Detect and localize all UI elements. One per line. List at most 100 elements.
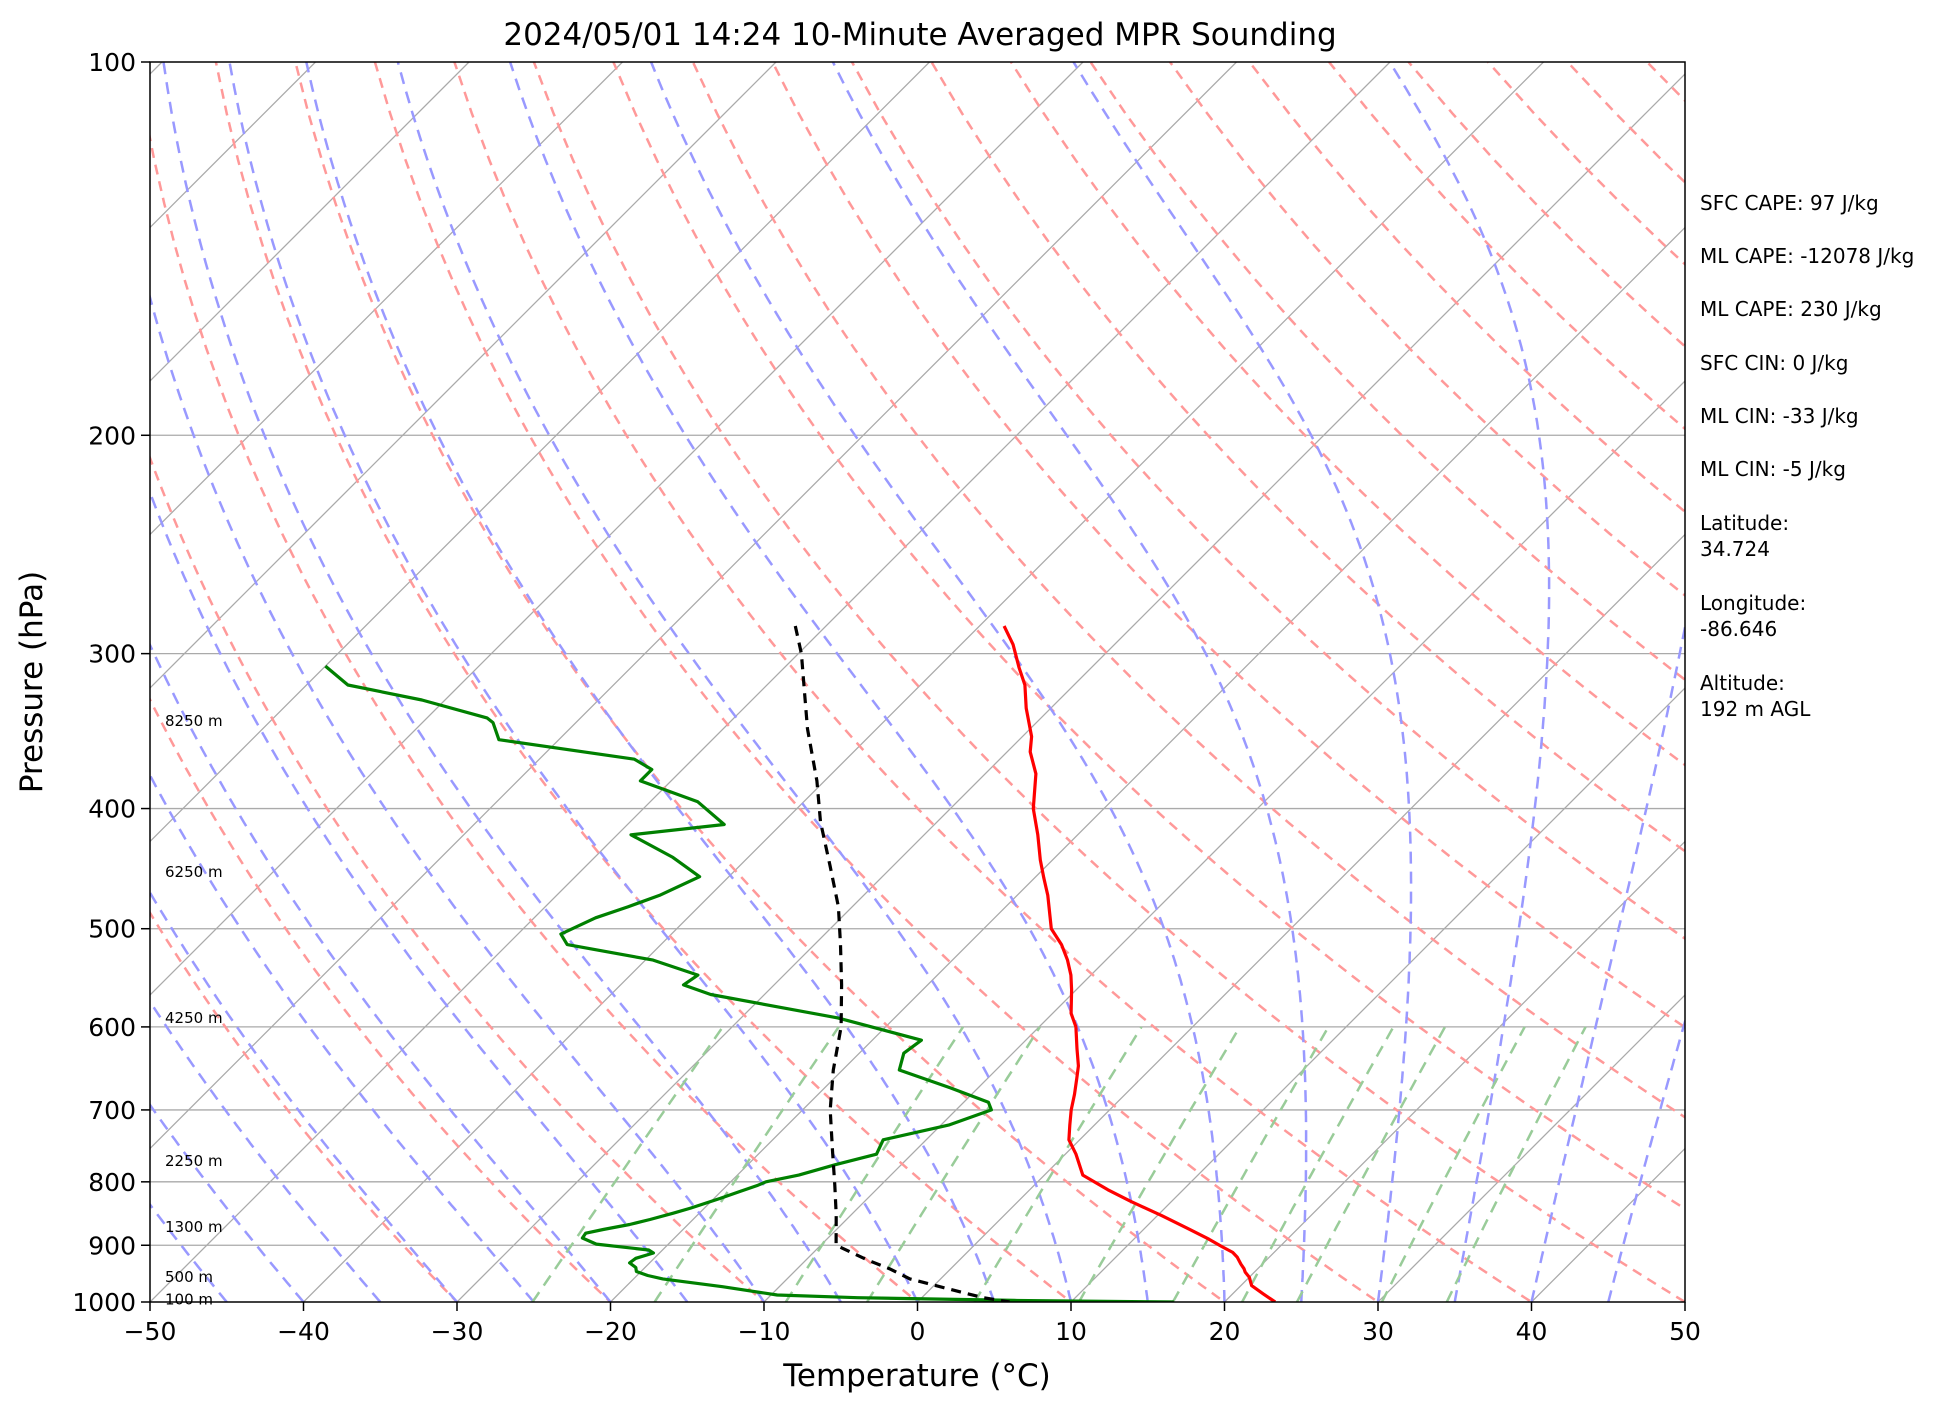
moist-adiabat-line <box>162 62 842 1302</box>
dry-adiabat-line <box>150 454 766 1302</box>
moist-adiabat-line <box>228 62 919 1302</box>
y-tick-label: 200 <box>88 421 136 450</box>
mixing-ratio-line <box>1295 1026 1447 1302</box>
x-tick-label: 20 <box>1209 1317 1241 1346</box>
y-tick-label: 100 <box>88 48 136 77</box>
moist-adiabat-line <box>1072 62 1413 1302</box>
stat-altitude: Altitude: 192 m AGL <box>1700 671 1811 721</box>
moist-adiabat-line <box>1530 620 1685 1302</box>
isotherm-line <box>150 62 777 689</box>
moist-adiabat-line <box>150 999 382 1302</box>
y-tick-label: 1000 <box>72 1288 136 1317</box>
height-label: 500 m <box>165 1268 213 1286</box>
dry-adiabat-line <box>373 62 1381 1302</box>
dry-adiabat-line <box>150 696 613 1302</box>
dry-adiabat-line <box>532 62 1685 1302</box>
dewpoint-line <box>324 664 1174 1302</box>
isotherm-line <box>609 226 1685 1302</box>
plot-frame <box>149 61 1686 1303</box>
isotherm-line <box>150 62 1084 996</box>
x-tick-label: −20 <box>584 1317 637 1346</box>
height-label: 8250 m <box>165 712 223 730</box>
mixing-ratio-line <box>866 1026 1041 1302</box>
moist-adiabat-line <box>1388 62 1551 1302</box>
stat-ml-cin: ML CIN: -33 J/kg <box>1700 404 1859 428</box>
mixing-ratio-line <box>653 1026 840 1302</box>
chart-title: 2024/05/01 14:24 10-Minute Averaged MPR … <box>503 17 1336 53</box>
x-tick-label: 10 <box>1055 1317 1087 1346</box>
isotherm-line <box>150 62 623 536</box>
stat-sfc-cin: SFC CIN: 0 J/kg <box>1700 351 1849 375</box>
y-axis: 100 200 300 400 500 600 700 800 900 1000 <box>72 48 150 1317</box>
dry-adiabat-line <box>691 62 1685 1119</box>
height-labels: 8250 m 6250 m 4250 m 2250 m 1300 m 500 m 100 m <box>165 712 223 1308</box>
moist-adiabat-line <box>649 62 1226 1302</box>
y-tick-label: 500 <box>88 915 136 944</box>
dry-adiabat-line <box>612 62 1685 1211</box>
stat-ml-cin-2: ML CIN: -5 J/kg <box>1700 457 1846 481</box>
x-tick-label: −10 <box>738 1317 791 1346</box>
dry-adiabat-line <box>453 62 1534 1302</box>
dry-adiabat-line <box>294 62 1227 1302</box>
moist-adiabat-line <box>831 62 1308 1302</box>
x-tick-label: 40 <box>1516 1317 1548 1346</box>
mixing-ratio-line <box>1380 1026 1526 1302</box>
moist-adiabat-line <box>150 1202 228 1302</box>
x-tick-label: −30 <box>431 1317 484 1346</box>
height-label: 4250 m <box>165 1009 223 1027</box>
background-lines <box>150 62 1685 1302</box>
isotherm-line <box>1377 994 1685 1302</box>
x-tick-label: 50 <box>1669 1317 1701 1346</box>
y-tick-label: 300 <box>88 640 136 669</box>
height-label: 1300 m <box>165 1218 223 1236</box>
isotherm-line <box>150 62 1391 1302</box>
temperature-line <box>1002 625 1277 1302</box>
mixing-ratio-line <box>1445 1026 1587 1302</box>
stat-sfc-cape: SFC CAPE: 97 J/kg <box>1700 191 1879 215</box>
isotherm-line <box>302 62 1544 1302</box>
y-tick-label: 400 <box>88 795 136 824</box>
moist-adiabat-line <box>150 890 458 1302</box>
mixing-ratio-line <box>1171 1026 1330 1302</box>
isotherm-line <box>150 62 1237 1150</box>
dry-adiabat-line <box>1168 62 1685 597</box>
height-label: 100 m <box>165 1290 213 1308</box>
height-label: 6250 m <box>165 863 223 881</box>
y-axis-label: Pressure (hPa) <box>14 571 50 793</box>
y-tick-label: 600 <box>88 1013 136 1042</box>
stat-longitude: Longitude: -86.646 <box>1700 591 1807 641</box>
x-axis: −50 −40 −30 −20 −10 0 10 20 30 40 50 <box>124 1302 1701 1346</box>
isotherm-line <box>916 533 1685 1302</box>
dry-adiabat-line <box>1009 62 1685 767</box>
stat-ml-cape-2: ML CAPE: 230 J/kg <box>1700 297 1882 321</box>
isotherm-line <box>763 380 1685 1302</box>
stat-ml-cape: ML CAPE: -12078 J/kg <box>1700 244 1915 268</box>
moist-adiabat-line <box>305 62 996 1302</box>
mixing-ratio-line <box>1240 1026 1395 1302</box>
isotherm-line <box>1223 840 1685 1302</box>
height-label: 2250 m <box>165 1152 223 1170</box>
dry-adiabat-line <box>771 62 1685 1029</box>
moist-adiabat-line <box>150 292 766 1302</box>
y-tick-label: 700 <box>88 1096 136 1125</box>
dry-adiabat-line <box>214 62 1074 1302</box>
dry-adiabat-line <box>150 910 459 1302</box>
y-tick-label: 900 <box>88 1231 136 1260</box>
moist-adiabat-line <box>150 489 689 1302</box>
dry-adiabat-line <box>850 62 1685 941</box>
dry-adiabat-line <box>150 132 920 1302</box>
moist-adiabat-line <box>396 62 1073 1302</box>
mixing-ratio-line <box>784 1026 965 1302</box>
x-axis-label: Temperature (°C) <box>782 1358 1051 1394</box>
x-tick-label: −40 <box>277 1317 330 1346</box>
parcel-line <box>793 625 1010 1302</box>
isotherm-line <box>456 73 1685 1302</box>
moist-adiabat-line <box>1607 1017 1685 1302</box>
mixing-ratio-line <box>1077 1026 1241 1302</box>
moist-adiabat-line <box>508 62 1150 1302</box>
stat-latitude: Latitude: 34.724 <box>1700 511 1790 561</box>
isotherm-line <box>150 62 930 843</box>
x-tick-label: 30 <box>1362 1317 1394 1346</box>
isotherm-line <box>1070 687 1685 1302</box>
